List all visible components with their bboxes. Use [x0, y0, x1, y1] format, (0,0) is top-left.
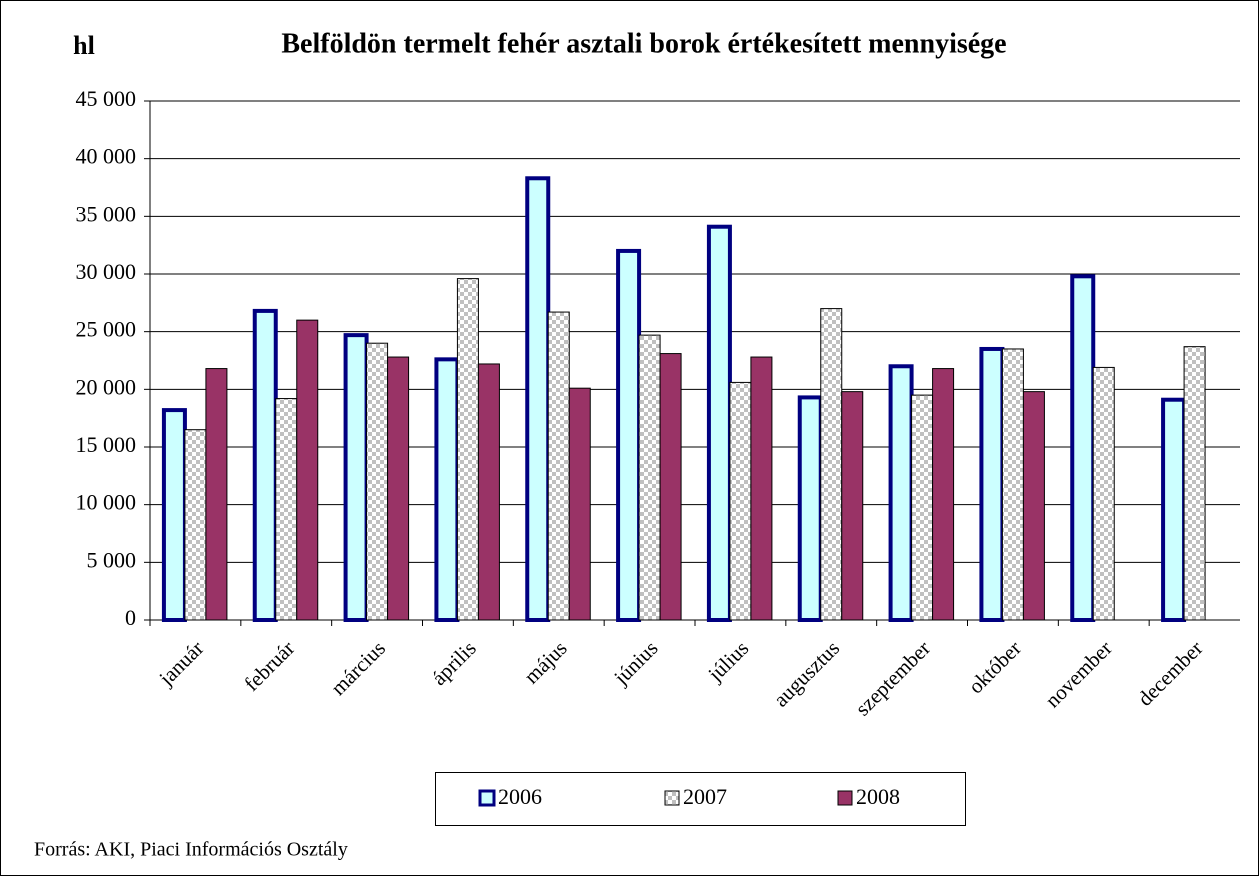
bar	[1070, 274, 1096, 622]
legend-swatch	[837, 790, 853, 806]
bar	[750, 356, 773, 621]
bar	[477, 363, 500, 621]
bar	[820, 308, 843, 621]
legend-swatch	[664, 790, 680, 806]
bar	[525, 176, 551, 622]
legend-label: 2006	[498, 784, 542, 809]
bar	[888, 364, 914, 622]
bar	[932, 368, 955, 621]
bar	[387, 356, 410, 621]
y-tick-label: 5 000	[87, 547, 137, 572]
source: Forrás: AKI, Piaci Információs Osztály	[34, 839, 348, 861]
bar	[1001, 348, 1024, 621]
bar	[1161, 397, 1187, 623]
chart-title: Belföldön termelt fehér asztali borok ér…	[281, 28, 1006, 59]
bar	[161, 408, 187, 622]
bar	[729, 381, 752, 621]
bar	[252, 308, 278, 622]
bar	[275, 398, 298, 621]
bar	[1183, 346, 1206, 621]
bar	[184, 429, 207, 621]
bar	[366, 342, 389, 621]
y-axis-label: hl	[73, 31, 95, 60]
y-tick-label: 25 000	[76, 317, 137, 342]
y-tick-label: 30 000	[76, 259, 137, 284]
bar	[979, 346, 1005, 622]
bar	[547, 311, 570, 621]
bar	[841, 391, 864, 621]
y-tick-label: 45 000	[76, 86, 137, 111]
bar	[616, 248, 642, 623]
y-tick-label: 40 000	[76, 144, 137, 169]
bar	[1092, 366, 1115, 621]
bar	[205, 368, 228, 621]
bar	[456, 278, 479, 621]
bar	[706, 224, 732, 622]
y-tick-label: 20 000	[76, 374, 137, 399]
bar	[1022, 391, 1045, 621]
bar	[296, 319, 319, 621]
y-tick-label: 10 000	[76, 490, 137, 515]
y-tick-label: 0	[125, 605, 136, 630]
bar	[797, 395, 823, 623]
y-tick-label: 15 000	[76, 432, 137, 457]
y-tick-label: 35 000	[76, 201, 137, 226]
bar	[343, 333, 369, 622]
legend-box	[435, 772, 966, 826]
legend-label: 2008	[856, 784, 900, 809]
legend-swatch	[478, 789, 496, 807]
bar	[638, 334, 661, 621]
bar	[911, 394, 934, 621]
bar	[568, 387, 591, 621]
bar	[434, 357, 460, 622]
bar	[659, 353, 682, 621]
legend-label: 2007	[683, 784, 727, 809]
